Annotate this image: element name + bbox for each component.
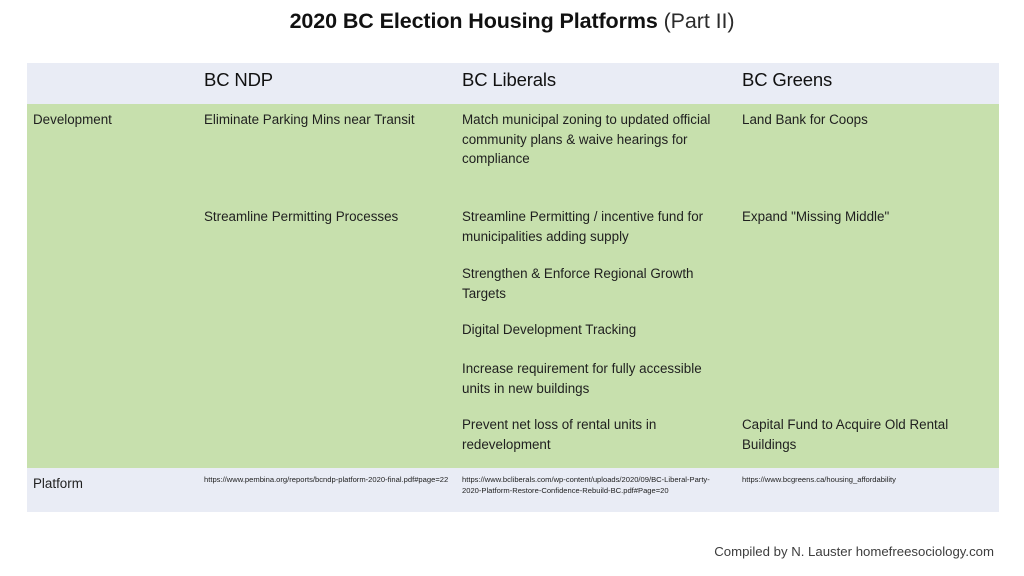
row-category-label — [27, 314, 198, 353]
platform-comparison-table: BC NDP BC Liberals BC Greens Development… — [27, 63, 999, 512]
table-header-row: BC NDP BC Liberals BC Greens — [27, 63, 999, 104]
table-row: Increase requirement for fully accessibl… — [27, 353, 999, 409]
cell-greens — [736, 314, 999, 353]
cell-ndp: Eliminate Parking Mins near Transit — [198, 104, 456, 201]
row-category-label — [27, 353, 198, 409]
cell-greens — [736, 258, 999, 314]
cell-greens: Expand "Missing Middle" — [736, 201, 999, 258]
column-header-category — [27, 63, 198, 104]
cell-ndp — [198, 258, 456, 314]
table-row: Strengthen & Enforce Regional Growth Tar… — [27, 258, 999, 314]
cell-greens — [736, 353, 999, 409]
table-source-row: Platform https://www.pembina.org/reports… — [27, 468, 999, 512]
source-url-ndp[interactable]: https://www.pembina.org/reports/bcndp-pl… — [198, 468, 456, 512]
row-category-label — [27, 258, 198, 314]
page-title-main: 2020 BC Election Housing Platforms — [289, 9, 658, 33]
cell-liberals: Streamline Permitting / incentive fund f… — [456, 201, 736, 258]
cell-ndp: Streamline Permitting Processes — [198, 201, 456, 258]
footer-credit: Compiled by N. Lauster homefreesociology… — [714, 544, 994, 559]
page-title-part: (Part II) — [663, 9, 735, 33]
cell-liberals: Prevent net loss of rental units in rede… — [456, 409, 736, 468]
page-title: 2020 BC Election Housing Platforms (Part… — [0, 7, 1024, 35]
column-header-bc-ndp: BC NDP — [198, 63, 456, 104]
cell-greens: Capital Fund to Acquire Old Rental Build… — [736, 409, 999, 468]
source-url-greens[interactable]: https://www.bcgreens.ca/housing_affordab… — [736, 468, 999, 512]
cell-liberals: Digital Development Tracking — [456, 314, 736, 353]
table-row: Digital Development Tracking — [27, 314, 999, 353]
row-category-label: Development — [27, 104, 198, 201]
cell-liberals: Strengthen & Enforce Regional Growth Tar… — [456, 258, 736, 314]
row-category-label — [27, 201, 198, 258]
table-row: Prevent net loss of rental units in rede… — [27, 409, 999, 468]
cell-greens: Land Bank for Coops — [736, 104, 999, 201]
cell-ndp — [198, 409, 456, 468]
column-header-bc-greens: BC Greens — [736, 63, 999, 104]
cell-liberals: Increase requirement for fully accessibl… — [456, 353, 736, 409]
source-url-liberals[interactable]: https://www.bcliberals.com/wp-content/up… — [456, 468, 736, 512]
row-category-label — [27, 409, 198, 468]
source-row-label: Platform — [27, 468, 198, 512]
cell-liberals: Match municipal zoning to updated offici… — [456, 104, 736, 201]
column-header-bc-liberals: BC Liberals — [456, 63, 736, 104]
cell-ndp — [198, 314, 456, 353]
table-row: Streamline Permitting Processes Streamli… — [27, 201, 999, 258]
cell-ndp — [198, 353, 456, 409]
table-row: Development Eliminate Parking Mins near … — [27, 104, 999, 201]
